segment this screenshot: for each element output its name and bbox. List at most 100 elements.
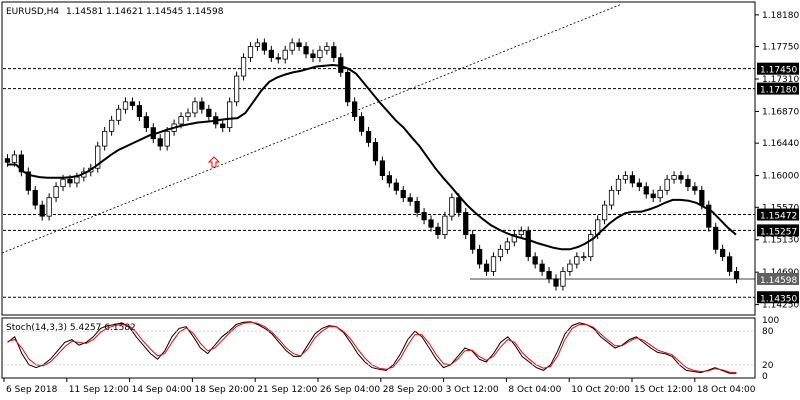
candle-body bbox=[685, 178, 691, 188]
price-tick-label: 1.18180 bbox=[762, 11, 799, 21]
candle-body bbox=[74, 176, 80, 184]
stoch-main-line bbox=[7, 321, 737, 374]
candle-body bbox=[206, 108, 212, 118]
time-tick-label: 3 Oct 12:00 bbox=[446, 385, 499, 395]
candle-body bbox=[220, 123, 226, 129]
price-tick-label: 1.17750 bbox=[762, 43, 799, 53]
candle-body bbox=[560, 271, 566, 287]
candle-body bbox=[449, 197, 455, 217]
candle-body bbox=[608, 189, 615, 206]
time-tick-label: 18 Sep 20:00 bbox=[194, 385, 254, 395]
candle-body bbox=[67, 178, 73, 184]
candle-body bbox=[310, 53, 316, 59]
candle-body bbox=[199, 101, 205, 110]
stoch-tick-label: 0 bbox=[762, 372, 768, 382]
stoch-label: Stoch(14,3,3) 5.4257 6.1582 bbox=[6, 323, 136, 333]
candle-body bbox=[136, 105, 143, 118]
candle-body bbox=[289, 42, 295, 51]
candle-body bbox=[393, 182, 399, 191]
level-label: 1.17450 bbox=[760, 66, 797, 76]
chart-header: EURUSD,H4 1.14581 1.14621 1.14545 1.1459… bbox=[6, 7, 224, 17]
moving-average bbox=[8, 63, 737, 251]
candle-body bbox=[11, 154, 18, 163]
price-tick-label: 1.16440 bbox=[762, 139, 799, 149]
candle-body bbox=[636, 182, 642, 188]
arrow-group bbox=[207, 156, 221, 168]
candle-body bbox=[303, 46, 309, 55]
level-label: 1.15472 bbox=[760, 212, 797, 222]
candle-body bbox=[657, 189, 663, 199]
candle-body bbox=[32, 189, 38, 206]
candle-body bbox=[671, 175, 677, 180]
candle-body bbox=[428, 219, 434, 228]
candle-body bbox=[254, 42, 261, 47]
candle-body bbox=[629, 175, 635, 184]
candle-body bbox=[678, 175, 684, 180]
candle-body bbox=[18, 154, 24, 173]
candle-body bbox=[379, 160, 386, 176]
candle-body bbox=[317, 49, 323, 59]
candle-body bbox=[490, 256, 497, 272]
up-arrow-icon bbox=[207, 156, 221, 168]
candle-body bbox=[53, 186, 59, 199]
stoch-panel-frame bbox=[1, 317, 756, 379]
time-tick-label: 10 Oct 20:00 bbox=[571, 385, 630, 395]
candle-body bbox=[553, 278, 559, 287]
level-labels: 1.17450 1.17180 1.15472 1.15257 1.14350 1.145… bbox=[757, 62, 799, 304]
stoch-tick-label: 80 bbox=[762, 327, 774, 337]
candle-body bbox=[102, 130, 108, 147]
level-label-box bbox=[757, 82, 799, 95]
price-tick-label: 1.16000 bbox=[762, 172, 799, 182]
stoch-tick-label: 100 bbox=[762, 316, 779, 326]
price-tick-label: 1.14250 bbox=[762, 301, 799, 311]
level-label: 1.17180 bbox=[760, 86, 797, 96]
level-label-box bbox=[757, 224, 799, 237]
time-tick-label: 18 Oct 04:00 bbox=[697, 385, 756, 395]
candle-body bbox=[122, 101, 129, 110]
candle-body bbox=[192, 101, 198, 114]
time-axis: 6 Sep 2018 11 Sep 12:00 14 Sep 04:00 18 Sep… bbox=[3, 378, 756, 395]
candle-body bbox=[178, 116, 184, 125]
trendline bbox=[1, 3, 623, 254]
candle-body bbox=[504, 241, 511, 250]
current-price-box bbox=[757, 272, 799, 285]
candle-body bbox=[483, 263, 490, 272]
candle-body bbox=[296, 42, 302, 47]
level-label: 1.15257 bbox=[760, 227, 797, 237]
candle-body bbox=[726, 256, 733, 272]
candle-body bbox=[372, 142, 379, 162]
candle-body bbox=[574, 256, 580, 265]
candle-body bbox=[664, 178, 670, 191]
candle-body bbox=[115, 108, 122, 121]
candle-body bbox=[261, 42, 267, 51]
candle-body bbox=[365, 130, 372, 143]
candle-body bbox=[525, 230, 531, 258]
time-tick-label: 28 Sep 20:00 bbox=[383, 385, 443, 395]
candle-body bbox=[4, 158, 11, 163]
candle-body bbox=[699, 189, 705, 206]
candle-body bbox=[733, 271, 740, 280]
candle-body bbox=[567, 263, 573, 272]
candle-body bbox=[157, 138, 163, 147]
ohlc-label: 1.14581 1.14621 1.14545 1.14598 bbox=[66, 7, 224, 17]
candle-body bbox=[477, 248, 483, 265]
candle-body bbox=[414, 200, 420, 213]
candle-body bbox=[324, 46, 330, 51]
time-tick-label: 6 Sep 2018 bbox=[6, 385, 58, 395]
candle-body bbox=[95, 145, 101, 169]
candle-body bbox=[601, 204, 608, 221]
candle-body bbox=[164, 130, 170, 147]
candle-body bbox=[268, 49, 274, 59]
candle-body bbox=[421, 212, 427, 221]
candle-body bbox=[247, 46, 254, 59]
candle-body bbox=[518, 230, 524, 235]
candle-body bbox=[588, 234, 594, 258]
candle-body bbox=[622, 175, 629, 180]
candle-body bbox=[400, 189, 406, 199]
candle-body bbox=[532, 256, 538, 265]
candle-body bbox=[463, 212, 469, 235]
candle-body bbox=[25, 171, 31, 191]
time-tick-label: 8 Oct 04:00 bbox=[508, 385, 561, 395]
